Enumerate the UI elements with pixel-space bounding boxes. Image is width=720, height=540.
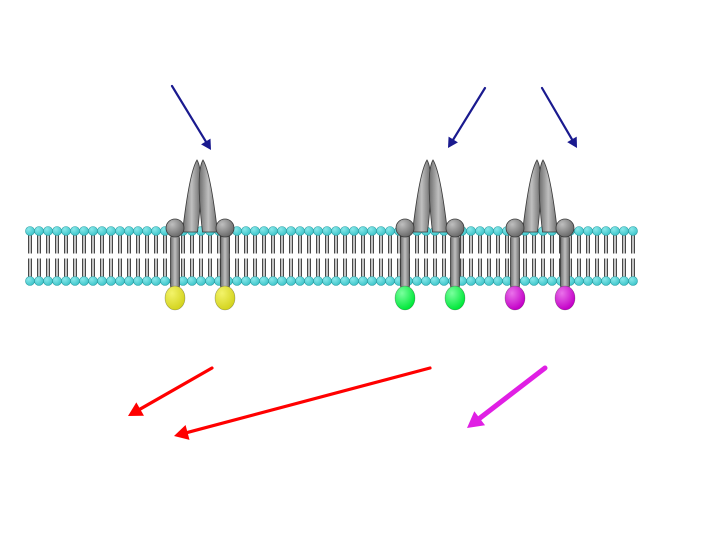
receptor-transmembrane-stem [511, 234, 520, 290]
receptor-transmembrane-stem [561, 234, 570, 290]
receptor-head [556, 219, 574, 237]
membrane-receptor-diagram [0, 0, 720, 540]
receptor-ectodomain [413, 160, 431, 232]
lipid-bilayer [26, 227, 638, 286]
kinase-domain [555, 286, 575, 310]
receptor-transmembrane-stem [171, 234, 180, 290]
ligand-arrow [448, 88, 485, 148]
receptor-ectodomain [523, 160, 541, 232]
receptor-transmembrane-stem [451, 234, 460, 290]
receptor-head [166, 219, 184, 237]
receptor-transmembrane-stem [401, 234, 410, 290]
kinase-domain [395, 286, 415, 310]
ligand-arrow [172, 86, 211, 150]
kinase-domain [165, 286, 185, 310]
receptor-complex [505, 160, 575, 310]
receptor-transmembrane-stem [221, 234, 230, 290]
receptor-head [396, 219, 414, 237]
receptor-ectodomain [539, 160, 557, 232]
kinase-domain [215, 286, 235, 310]
signal-arrow [174, 368, 430, 440]
signal-arrow [467, 368, 545, 428]
signal-arrow [128, 368, 212, 416]
receptor-ectodomain [183, 160, 201, 232]
kinase-domain [445, 286, 465, 310]
receptor-complex [395, 160, 465, 310]
receptor-ectodomain [429, 160, 447, 232]
receptor-head [446, 219, 464, 237]
ligand-arrow [542, 88, 577, 148]
receptor-head [506, 219, 524, 237]
receptor-ectodomain [199, 160, 217, 232]
receptor-head [216, 219, 234, 237]
kinase-domain [505, 286, 525, 310]
